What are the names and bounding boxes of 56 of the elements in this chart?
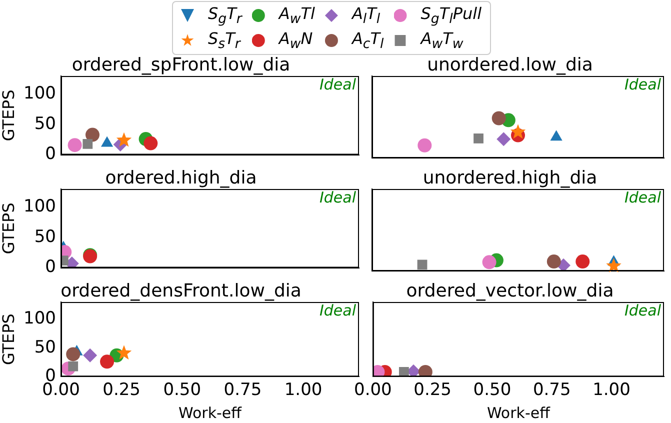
legend-label: A$_{w}$N [278, 28, 313, 52]
y-tick-label: 50 [34, 337, 56, 358]
x-tick-label: 0.75 [532, 380, 571, 400]
y-tick-label: 100 [24, 196, 56, 217]
annotation: Ideal [319, 75, 357, 94]
point [474, 133, 484, 144]
x-tick-label: 0.25 [102, 380, 140, 400]
chart-title: unordered.low_dia [427, 54, 593, 76]
legend-label: A$_{c}$T$_{l}$ [352, 28, 384, 52]
annotation: Ideal [624, 75, 662, 94]
annotation: Ideal [624, 301, 662, 320]
point [144, 136, 158, 150]
point [510, 124, 526, 139]
y-axis-title: GTEPS [0, 202, 18, 254]
point [116, 345, 132, 360]
legend-label: A$_{w}$T$_{w}$ [420, 28, 464, 52]
point [116, 132, 132, 147]
point [82, 138, 93, 149]
x-tick-label: 0.00 [354, 380, 392, 400]
point [496, 132, 511, 146]
chart-title: unordered.high_dia [422, 168, 598, 189]
x-tick-label: 1.00 [592, 380, 630, 400]
point [68, 138, 82, 152]
point [85, 128, 100, 142]
point [83, 348, 98, 362]
y-tick-label: 50 [34, 226, 56, 247]
x-tick-label: 0.50 [473, 380, 512, 400]
x-tick-label: 0.25 [414, 380, 452, 400]
y-axis-title: GTEPS [0, 314, 18, 366]
y-tick-label: 50 [34, 114, 56, 134]
x-tick-label: 0.75 [224, 380, 262, 400]
chart-title: ordered_densFront.low_dia [60, 280, 302, 302]
x-axis-title: Work-eff [178, 404, 242, 422]
y-tick-label: 0 [45, 144, 56, 164]
point [100, 354, 114, 369]
x-axis-title: Work-eff [486, 404, 551, 422]
legend-label: S$_{s}$T$_{r}$ [208, 28, 240, 52]
chart-title: ordered_vector.low_dia [406, 280, 614, 302]
annotation: Ideal [319, 301, 357, 320]
legend-label: S$_{g}$T$_{l}$Pull [420, 4, 482, 28]
chart-title: ordered_spFront.low_dia [72, 54, 290, 76]
legend-label: S$_{g}$T$_{r}$ [208, 4, 242, 28]
x-tick-label: 1.00 [284, 380, 322, 400]
y-axis-title: GTEPS [0, 90, 18, 142]
x-tick-label: 0.50 [163, 380, 202, 400]
point [492, 111, 506, 126]
point [418, 138, 432, 152]
chart-title: ordered.high_dia [105, 168, 257, 189]
legend-label: A$_{l}$T$_{l}$ [352, 4, 380, 28]
legend-label: A$_{w}$Tl [278, 4, 315, 28]
y-tick-label: 100 [24, 84, 56, 104]
y-tick-label: 0 [45, 257, 56, 278]
annotation: Ideal [319, 188, 357, 206]
y-tick-label: 100 [24, 308, 56, 329]
point [66, 347, 80, 362]
annotation: Ideal [624, 188, 662, 206]
